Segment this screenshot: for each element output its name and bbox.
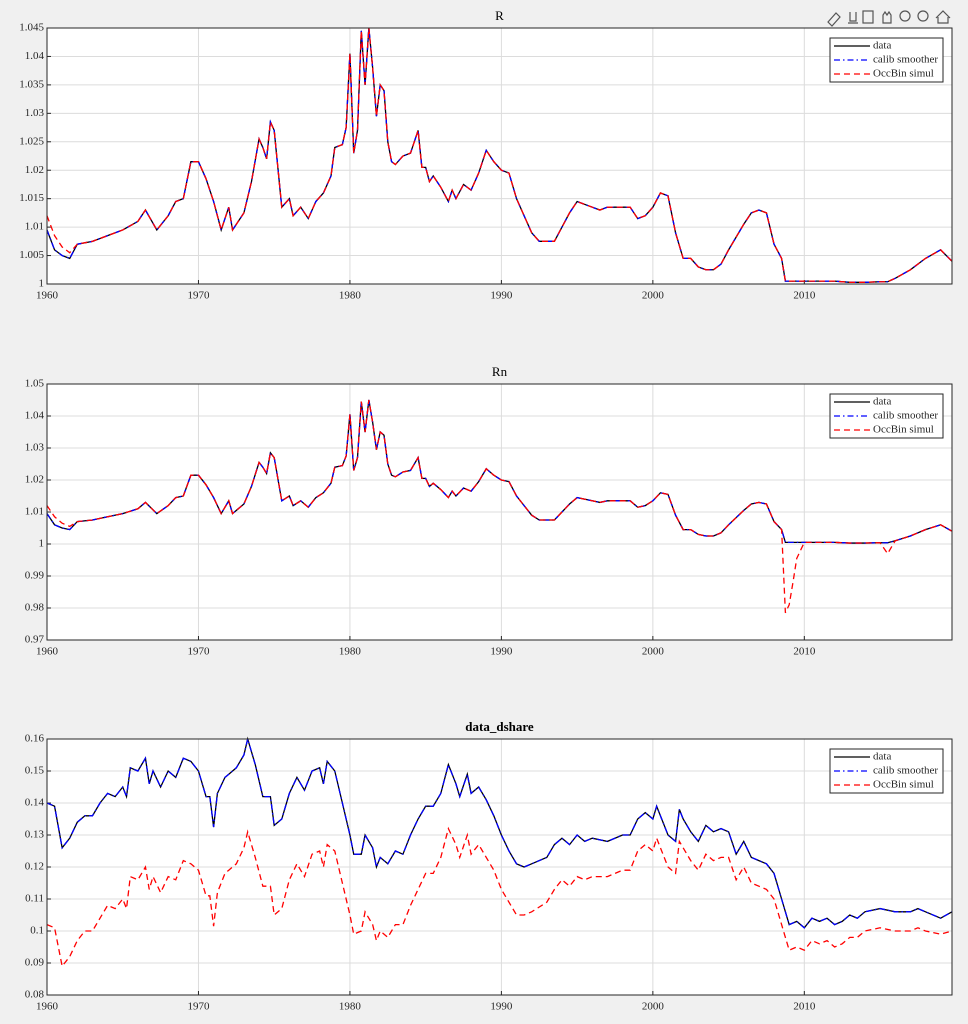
y-tick-label: 1.01: [25, 221, 44, 233]
x-tick-label: 1970: [187, 1001, 210, 1013]
series-line: [46, 736, 953, 929]
y-tick-label: 1.045: [19, 22, 44, 34]
y-tick-label: 1.02: [25, 474, 44, 486]
y-tick-label: 0.13: [25, 829, 45, 841]
x-tick-label: 2000: [642, 290, 665, 302]
series-line: [46, 399, 953, 614]
legend: data calib smoother OccBin simul: [829, 37, 944, 83]
y-tick-label: 1.005: [19, 249, 44, 261]
toolbar-icon[interactable]: [862, 10, 874, 24]
toolbar-icon[interactable]: [827, 12, 841, 27]
y-tick-label: 0.1: [30, 925, 44, 937]
x-tick-label: 1960: [36, 1001, 59, 1013]
y-tick-label: 1.03: [25, 442, 45, 454]
legend-label: OccBin simul: [873, 779, 934, 791]
axes-box: [46, 383, 953, 641]
x-tick-label: 1990: [490, 1001, 513, 1013]
toolbar: [827, 10, 951, 27]
legend-label: data: [873, 751, 891, 763]
y-tick-label: 1.02: [25, 164, 44, 176]
legend-label: calib smoother: [873, 410, 938, 422]
toolbar-icon[interactable]: [882, 10, 892, 24]
x-tick-label: 2010: [793, 290, 816, 302]
legend-label: data: [873, 396, 891, 408]
y-tick-label: 0.12: [25, 861, 44, 873]
y-tick-label: 1.03: [25, 107, 45, 119]
y-tick-label: 1.05: [25, 378, 45, 390]
toolbar-icon[interactable]: [917, 10, 929, 22]
plot-area: [47, 28, 952, 284]
y-tick-label: 1: [39, 278, 45, 290]
legend-box: [829, 37, 944, 83]
y-tick-label: 1.04: [25, 50, 45, 62]
legend-label: data: [873, 40, 891, 52]
x-tick-label: 1980: [339, 646, 362, 658]
toolbar-icon[interactable]: [935, 10, 951, 24]
chart-title: data_dshare: [465, 719, 534, 734]
x-tick-label: 1970: [187, 646, 210, 658]
y-tick-label: 0.14: [25, 797, 45, 809]
y-tick-label: 0.08: [25, 989, 45, 1001]
legend-label: OccBin simul: [873, 68, 934, 80]
y-tick-label: 1.01: [25, 506, 44, 518]
y-tick-label: 1.015: [19, 192, 44, 204]
chart-title: R: [495, 8, 504, 23]
x-tick-label: 1980: [339, 1001, 362, 1013]
x-tick-label: 1970: [187, 290, 210, 302]
series-line: [46, 399, 953, 544]
axes-box: [46, 27, 953, 285]
x-tick-label: 1990: [490, 290, 513, 302]
legend-label: calib smoother: [873, 54, 938, 66]
legend-label: OccBin simul: [873, 424, 934, 436]
y-tick-label: 0.16: [25, 733, 45, 745]
legend-label: calib smoother: [873, 765, 938, 777]
y-tick-label: 1.035: [19, 78, 44, 90]
x-tick-label: 1990: [490, 646, 513, 658]
x-tick-label: 2010: [793, 646, 816, 658]
axes-box: [46, 738, 953, 996]
y-tick-label: 1: [39, 538, 45, 550]
chart-title: Rn: [492, 364, 508, 379]
legend: data calib smoother OccBin simul: [829, 748, 944, 794]
y-tick-label: 1.025: [19, 135, 44, 147]
y-tick-label: 1.04: [25, 410, 45, 422]
y-tick-label: 0.11: [25, 893, 44, 905]
x-tick-label: 2010: [793, 1001, 816, 1013]
legend: data calib smoother OccBin simul: [829, 393, 944, 439]
series-line: [46, 27, 953, 283]
x-tick-label: 2000: [642, 646, 665, 658]
series-line: [46, 27, 953, 283]
y-tick-label: 0.99: [25, 570, 45, 582]
toolbar-icon[interactable]: [899, 10, 911, 22]
x-tick-label: 1960: [36, 290, 59, 302]
y-tick-label: 0.09: [25, 957, 45, 969]
y-tick-label: 0.98: [25, 602, 45, 614]
toolbar-icon[interactable]: [848, 12, 858, 24]
x-tick-label: 1960: [36, 646, 59, 658]
x-tick-label: 2000: [642, 1001, 665, 1013]
x-tick-label: 1980: [339, 290, 362, 302]
y-tick-label: 0.15: [25, 765, 45, 777]
y-tick-label: 0.97: [25, 634, 45, 646]
